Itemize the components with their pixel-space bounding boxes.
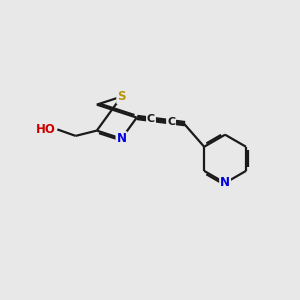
Text: C: C — [167, 117, 175, 127]
Text: N: N — [116, 132, 127, 145]
Text: N: N — [220, 176, 230, 190]
Text: C: C — [147, 114, 155, 124]
Text: S: S — [117, 90, 126, 103]
Text: HO: HO — [36, 123, 56, 136]
Text: H: H — [46, 124, 56, 134]
